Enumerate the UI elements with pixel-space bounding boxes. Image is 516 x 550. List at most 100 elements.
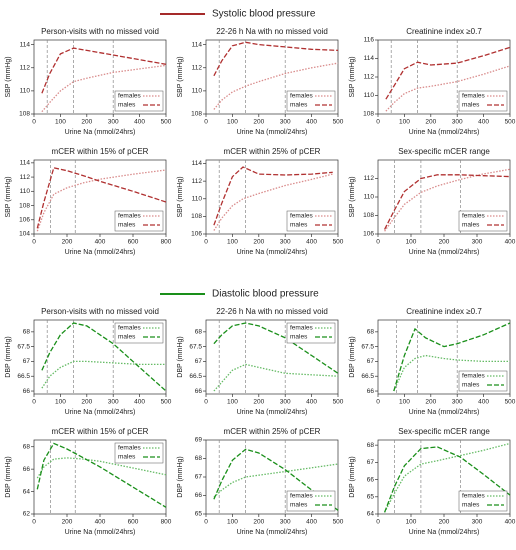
legend-label: males: [462, 382, 480, 389]
y-tick-label: 69: [195, 437, 203, 444]
legend-label: males: [290, 334, 308, 341]
x-axis-label: Urine Na (mmol/24hrs): [65, 529, 136, 536]
legend-label: females: [118, 93, 142, 100]
y-tick-label: 68: [195, 329, 203, 336]
y-tick-label: 66.5: [17, 373, 30, 380]
legend-label: females: [290, 93, 314, 100]
x-tick-label: 800: [161, 519, 172, 526]
chart-title: Person-visits with no missed void: [41, 307, 159, 316]
x-tick-label: 200: [81, 119, 92, 126]
x-tick-label: 800: [161, 239, 172, 246]
y-tick-label: 106: [363, 231, 374, 238]
y-tick-label: 62: [23, 511, 31, 518]
legend-label: males: [290, 102, 308, 109]
section-title: Diastolic blood pressure: [212, 289, 319, 300]
legend-label: males: [118, 102, 136, 109]
line-series: [213, 463, 339, 498]
line-series: [213, 173, 333, 231]
x-tick-label: 500: [505, 399, 516, 406]
x-axis-label: Urine Na (mmol/24hrs): [409, 129, 480, 136]
legend-box: [114, 322, 164, 344]
line-series: [383, 446, 511, 513]
y-tick-label: 110: [192, 195, 203, 202]
x-axis-label: Urine Na (mmol/24hrs): [237, 249, 308, 256]
x-tick-label: 100: [227, 399, 238, 406]
plot-frame: [205, 319, 339, 395]
legend-box: [458, 370, 508, 392]
x-axis-label: Urine Na (mmol/24hrs): [237, 129, 308, 136]
y-axis-label: DBP (mmHg): [177, 456, 184, 497]
x-tick-label: 0: [376, 119, 380, 126]
x-tick-label: 500: [333, 519, 344, 526]
legend-label: females: [118, 445, 142, 452]
legend-box: [114, 90, 164, 112]
y-tick-label: 114: [364, 55, 375, 62]
legend-label: males: [462, 502, 480, 509]
line-series: [36, 457, 167, 479]
chart-panel: Person-visits with no missed void 108 110 1…: [5, 27, 172, 136]
x-tick-label: 500: [505, 119, 516, 126]
line-series: [393, 322, 511, 392]
y-tick-label: 65: [367, 494, 375, 501]
x-tick-label: 0: [32, 119, 36, 126]
legend-label: females: [290, 213, 314, 220]
x-tick-label: 0: [204, 119, 208, 126]
y-tick-label: 66.5: [361, 373, 374, 380]
x-axis-label: Urine Na (mmol/24hrs): [409, 249, 480, 256]
chart-panel: Creatinine index ≥0.7 66 66.5 67 67.5 68 0 100 2…: [349, 307, 516, 416]
y-tick-label: 108: [191, 213, 202, 220]
chart-title: mCER within 25% of pCER: [224, 147, 321, 156]
y-axis-label: DBP (mmHg): [5, 456, 12, 497]
y-tick-label: 68: [367, 442, 375, 449]
y-tick-label: 64: [367, 511, 375, 518]
line-series: [385, 65, 511, 112]
x-tick-label: 400: [478, 399, 489, 406]
chart-title: Creatinine index ≥0.7: [406, 27, 482, 36]
y-tick-label: 66.5: [189, 373, 202, 380]
x-tick-label: 100: [406, 519, 417, 526]
section-title: Systolic blood pressure: [212, 9, 316, 20]
y-tick-label: 108: [191, 111, 202, 118]
y-axis-label: SBP (mmHg): [5, 56, 12, 97]
y-tick-label: 112: [192, 178, 203, 185]
legend-label: females: [290, 493, 314, 500]
y-axis-label: DBP (mmHg): [5, 336, 12, 377]
legend-label: males: [118, 222, 136, 229]
plot-frame: [205, 159, 339, 235]
y-axis-label: SBP (mmHg): [177, 56, 184, 97]
x-tick-label: 300: [472, 239, 483, 246]
legend-label: females: [462, 213, 486, 220]
x-tick-label: 0: [204, 239, 208, 246]
chart-panel: Sex-specific mCER range 106 108 110 112 0 100 2…: [349, 147, 516, 256]
y-tick-label: 66: [367, 476, 375, 483]
y-tick-label: 108: [363, 212, 374, 219]
y-tick-label: 106: [191, 231, 202, 238]
x-tick-label: 300: [452, 399, 463, 406]
y-tick-label: 67: [195, 474, 203, 481]
x-tick-label: 100: [406, 239, 417, 246]
y-tick-label: 112: [20, 174, 31, 181]
x-tick-label: 200: [253, 239, 264, 246]
chart-panel: 22-26 h Na with no missed void 66 66.5 67 67…: [177, 307, 344, 416]
x-tick-label: 300: [280, 119, 291, 126]
y-tick-label: 110: [364, 92, 375, 99]
x-tick-label: 200: [253, 119, 264, 126]
y-tick-label: 68: [367, 329, 375, 336]
line-series: [36, 169, 167, 232]
x-tick-label: 300: [452, 119, 463, 126]
x-tick-label: 300: [108, 119, 119, 126]
legend-box: [286, 322, 336, 344]
y-tick-label: 108: [19, 111, 30, 118]
x-tick-label: 0: [32, 519, 36, 526]
y-tick-label: 112: [364, 175, 375, 182]
chart-title: mCER within 15% of pCER: [52, 427, 149, 436]
legend-label: males: [290, 502, 308, 509]
x-tick-label: 300: [472, 519, 483, 526]
x-tick-label: 200: [439, 519, 450, 526]
y-tick-label: 108: [19, 202, 30, 209]
line-series: [393, 354, 510, 392]
legend-box: [286, 490, 336, 512]
chart-title: mCER within 25% of pCER: [224, 427, 321, 436]
legend-box: [458, 90, 508, 112]
